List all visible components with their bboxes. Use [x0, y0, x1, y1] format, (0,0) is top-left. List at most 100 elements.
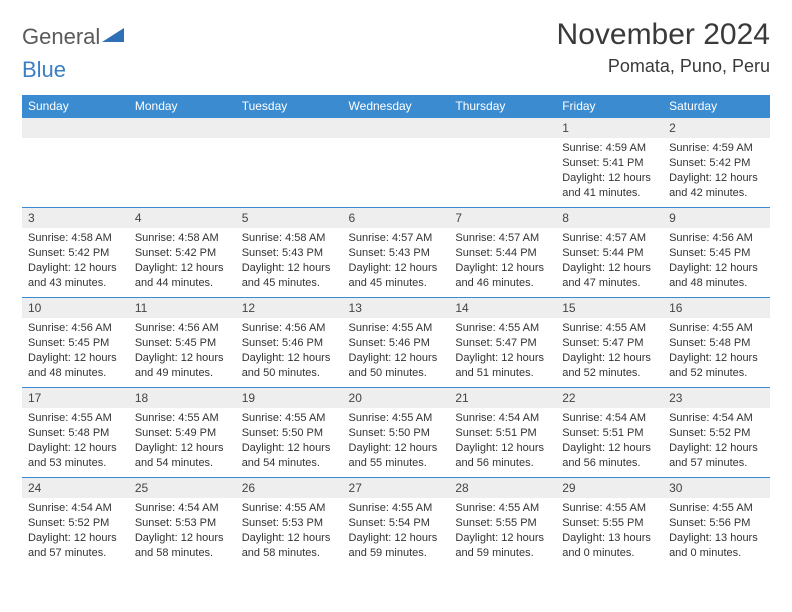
- day-details: Sunrise: 4:55 AMSunset: 5:47 PMDaylight:…: [556, 318, 663, 383]
- calendar-week-row: 24Sunrise: 4:54 AMSunset: 5:52 PMDayligh…: [22, 478, 770, 568]
- day-details: Sunrise: 4:56 AMSunset: 5:45 PMDaylight:…: [129, 318, 236, 383]
- day-details: Sunrise: 4:56 AMSunset: 5:45 PMDaylight:…: [22, 318, 129, 383]
- day-number: 22: [556, 388, 663, 408]
- day-number: 5: [236, 208, 343, 228]
- day-number: [236, 118, 343, 138]
- day-number: 11: [129, 298, 236, 318]
- day-details: Sunrise: 4:55 AMSunset: 5:49 PMDaylight:…: [129, 408, 236, 473]
- day-number: 21: [449, 388, 556, 408]
- calendar-day-cell: 6Sunrise: 4:57 AMSunset: 5:43 PMDaylight…: [343, 208, 450, 298]
- day-number: [22, 118, 129, 138]
- calendar-day-cell: 5Sunrise: 4:58 AMSunset: 5:43 PMDaylight…: [236, 208, 343, 298]
- weekday-header: Wednesday: [343, 95, 450, 118]
- day-details: Sunrise: 4:55 AMSunset: 5:50 PMDaylight:…: [343, 408, 450, 473]
- day-number: 25: [129, 478, 236, 498]
- day-number: 30: [663, 478, 770, 498]
- day-number: 9: [663, 208, 770, 228]
- triangle-icon: [102, 26, 124, 49]
- calendar-day-cell: 14Sunrise: 4:55 AMSunset: 5:47 PMDayligh…: [449, 298, 556, 388]
- calendar-week-row: 10Sunrise: 4:56 AMSunset: 5:45 PMDayligh…: [22, 298, 770, 388]
- calendar-week-row: 3Sunrise: 4:58 AMSunset: 5:42 PMDaylight…: [22, 208, 770, 298]
- day-details: Sunrise: 4:57 AMSunset: 5:43 PMDaylight:…: [343, 228, 450, 293]
- calendar-day-cell: 15Sunrise: 4:55 AMSunset: 5:47 PMDayligh…: [556, 298, 663, 388]
- day-details: Sunrise: 4:55 AMSunset: 5:55 PMDaylight:…: [556, 498, 663, 563]
- day-details: [22, 138, 129, 144]
- day-number: 13: [343, 298, 450, 318]
- calendar-day-cell: 11Sunrise: 4:56 AMSunset: 5:45 PMDayligh…: [129, 298, 236, 388]
- calendar-table: Sunday Monday Tuesday Wednesday Thursday…: [22, 95, 770, 568]
- calendar-day-cell: 4Sunrise: 4:58 AMSunset: 5:42 PMDaylight…: [129, 208, 236, 298]
- calendar-day-cell: 29Sunrise: 4:55 AMSunset: 5:55 PMDayligh…: [556, 478, 663, 568]
- calendar-day-cell: 24Sunrise: 4:54 AMSunset: 5:52 PMDayligh…: [22, 478, 129, 568]
- day-number: [343, 118, 450, 138]
- logo-word-1: General: [22, 24, 100, 50]
- weekday-header: Tuesday: [236, 95, 343, 118]
- calendar-day-cell: 30Sunrise: 4:55 AMSunset: 5:56 PMDayligh…: [663, 478, 770, 568]
- day-details: Sunrise: 4:58 AMSunset: 5:42 PMDaylight:…: [22, 228, 129, 293]
- day-details: Sunrise: 4:54 AMSunset: 5:52 PMDaylight:…: [22, 498, 129, 563]
- calendar-day-cell: [449, 118, 556, 208]
- calendar-day-cell: 16Sunrise: 4:55 AMSunset: 5:48 PMDayligh…: [663, 298, 770, 388]
- calendar-day-cell: 9Sunrise: 4:56 AMSunset: 5:45 PMDaylight…: [663, 208, 770, 298]
- calendar-day-cell: 23Sunrise: 4:54 AMSunset: 5:52 PMDayligh…: [663, 388, 770, 478]
- day-details: Sunrise: 4:56 AMSunset: 5:46 PMDaylight:…: [236, 318, 343, 383]
- day-number: [129, 118, 236, 138]
- day-details: Sunrise: 4:55 AMSunset: 5:48 PMDaylight:…: [22, 408, 129, 473]
- calendar-week-row: 17Sunrise: 4:55 AMSunset: 5:48 PMDayligh…: [22, 388, 770, 478]
- day-details: Sunrise: 4:55 AMSunset: 5:54 PMDaylight:…: [343, 498, 450, 563]
- calendar-day-cell: 22Sunrise: 4:54 AMSunset: 5:51 PMDayligh…: [556, 388, 663, 478]
- calendar-week-row: 1Sunrise: 4:59 AMSunset: 5:41 PMDaylight…: [22, 118, 770, 208]
- day-details: Sunrise: 4:58 AMSunset: 5:43 PMDaylight:…: [236, 228, 343, 293]
- logo-word-2: Blue: [22, 57, 770, 83]
- day-details: Sunrise: 4:55 AMSunset: 5:48 PMDaylight:…: [663, 318, 770, 383]
- calendar-day-cell: 3Sunrise: 4:58 AMSunset: 5:42 PMDaylight…: [22, 208, 129, 298]
- day-number: 7: [449, 208, 556, 228]
- day-number: 26: [236, 478, 343, 498]
- calendar-day-cell: 28Sunrise: 4:55 AMSunset: 5:55 PMDayligh…: [449, 478, 556, 568]
- calendar-day-cell: 10Sunrise: 4:56 AMSunset: 5:45 PMDayligh…: [22, 298, 129, 388]
- day-details: Sunrise: 4:58 AMSunset: 5:42 PMDaylight:…: [129, 228, 236, 293]
- day-details: [236, 138, 343, 144]
- day-number: 18: [129, 388, 236, 408]
- day-details: Sunrise: 4:54 AMSunset: 5:51 PMDaylight:…: [556, 408, 663, 473]
- day-number: 3: [22, 208, 129, 228]
- day-details: Sunrise: 4:59 AMSunset: 5:41 PMDaylight:…: [556, 138, 663, 203]
- day-number: 2: [663, 118, 770, 138]
- day-number: 6: [343, 208, 450, 228]
- calendar-day-cell: 12Sunrise: 4:56 AMSunset: 5:46 PMDayligh…: [236, 298, 343, 388]
- day-details: Sunrise: 4:55 AMSunset: 5:46 PMDaylight:…: [343, 318, 450, 383]
- day-details: Sunrise: 4:57 AMSunset: 5:44 PMDaylight:…: [449, 228, 556, 293]
- day-details: [129, 138, 236, 144]
- day-number: 4: [129, 208, 236, 228]
- day-details: Sunrise: 4:54 AMSunset: 5:52 PMDaylight:…: [663, 408, 770, 473]
- weekday-header: Saturday: [663, 95, 770, 118]
- day-number: 29: [556, 478, 663, 498]
- calendar-day-cell: 8Sunrise: 4:57 AMSunset: 5:44 PMDaylight…: [556, 208, 663, 298]
- month-title: November 2024: [557, 18, 770, 52]
- day-details: Sunrise: 4:56 AMSunset: 5:45 PMDaylight:…: [663, 228, 770, 293]
- calendar-day-cell: 2Sunrise: 4:59 AMSunset: 5:42 PMDaylight…: [663, 118, 770, 208]
- day-details: [449, 138, 556, 144]
- day-details: Sunrise: 4:55 AMSunset: 5:53 PMDaylight:…: [236, 498, 343, 563]
- day-number: 14: [449, 298, 556, 318]
- weekday-header-row: Sunday Monday Tuesday Wednesday Thursday…: [22, 95, 770, 118]
- day-number: 20: [343, 388, 450, 408]
- day-details: Sunrise: 4:54 AMSunset: 5:51 PMDaylight:…: [449, 408, 556, 473]
- calendar-day-cell: 25Sunrise: 4:54 AMSunset: 5:53 PMDayligh…: [129, 478, 236, 568]
- calendar-day-cell: 27Sunrise: 4:55 AMSunset: 5:54 PMDayligh…: [343, 478, 450, 568]
- calendar-day-cell: 26Sunrise: 4:55 AMSunset: 5:53 PMDayligh…: [236, 478, 343, 568]
- day-number: 16: [663, 298, 770, 318]
- weekday-header: Friday: [556, 95, 663, 118]
- day-details: Sunrise: 4:55 AMSunset: 5:56 PMDaylight:…: [663, 498, 770, 563]
- day-number: 28: [449, 478, 556, 498]
- weekday-header: Monday: [129, 95, 236, 118]
- weekday-header: Sunday: [22, 95, 129, 118]
- day-details: Sunrise: 4:57 AMSunset: 5:44 PMDaylight:…: [556, 228, 663, 293]
- day-details: Sunrise: 4:59 AMSunset: 5:42 PMDaylight:…: [663, 138, 770, 203]
- calendar-day-cell: [129, 118, 236, 208]
- calendar-day-cell: 18Sunrise: 4:55 AMSunset: 5:49 PMDayligh…: [129, 388, 236, 478]
- day-number: 15: [556, 298, 663, 318]
- day-number: 12: [236, 298, 343, 318]
- logo: General: [22, 18, 126, 50]
- day-number: 23: [663, 388, 770, 408]
